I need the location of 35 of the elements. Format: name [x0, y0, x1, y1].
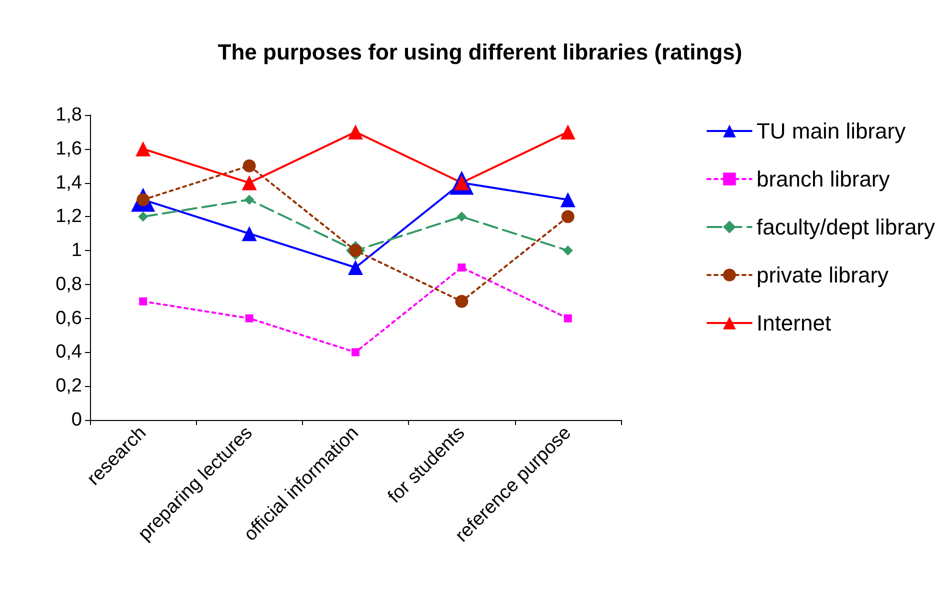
point [242, 226, 257, 242]
point [560, 192, 576, 208]
legend-label: branch library [756, 166, 890, 192]
point [136, 141, 151, 156]
point [242, 159, 256, 172]
point [242, 175, 257, 190]
point [139, 297, 148, 306]
point [458, 264, 466, 272]
legend-label: TU main library [756, 118, 906, 144]
point [562, 246, 573, 256]
y-tick-label: 1,8 [56, 104, 82, 126]
y-tick-label: 0,6 [56, 308, 82, 329]
y-tick-label: 1 [71, 240, 82, 262]
point [244, 194, 254, 205]
point [561, 210, 574, 224]
point [348, 260, 363, 275]
y-tick-label: 1,2 [56, 206, 82, 228]
y-tick-label: 0 [71, 410, 82, 430]
point [455, 294, 468, 308]
y-tick-label: 1,4 [56, 172, 82, 194]
point [564, 314, 572, 322]
point [560, 124, 576, 140]
point [352, 348, 360, 356]
legend-label: private library [756, 262, 889, 288]
legend-label: Internet [756, 310, 832, 336]
y-tick-label: 0,4 [56, 342, 82, 363]
y-tick-label: 0,2 [56, 376, 82, 397]
chart-title: The purposes for using different libraries (ratings) [218, 40, 742, 64]
point [245, 314, 254, 322]
point [138, 212, 148, 222]
legend-label: faculty/dept library [756, 214, 936, 240]
y-tick-label: 1,6 [56, 138, 82, 160]
y-tick-label: 0,8 [56, 274, 82, 295]
point [456, 212, 467, 222]
point [348, 124, 363, 140]
